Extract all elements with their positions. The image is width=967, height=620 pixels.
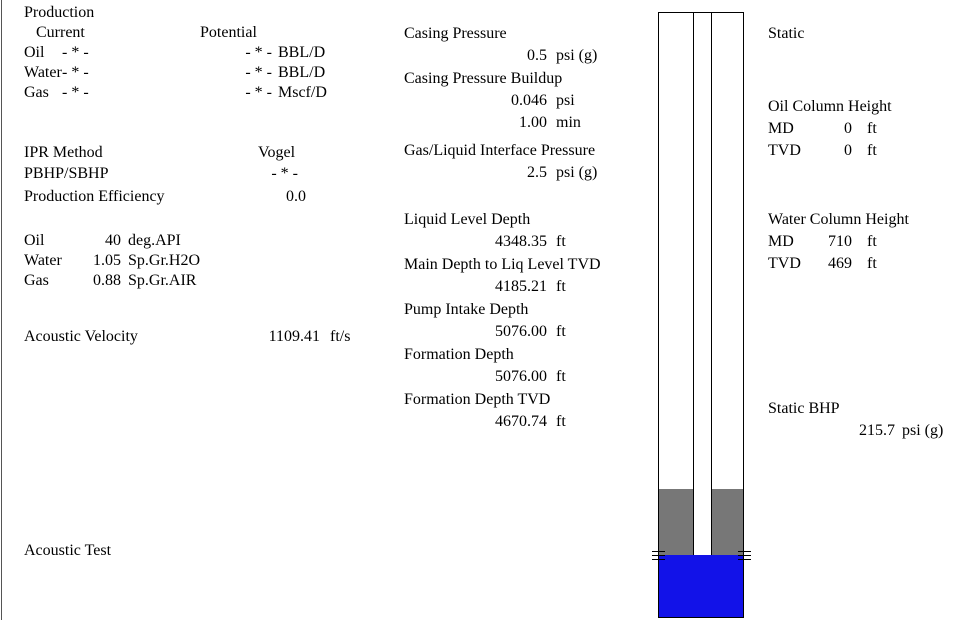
- unit: ft: [867, 233, 877, 250]
- field-label: PBHP/SBHP: [24, 165, 109, 182]
- unit: ft: [867, 120, 877, 137]
- field-value: 0.5: [527, 47, 547, 64]
- unit: ft/s: [330, 328, 350, 345]
- field-value: 0.046: [511, 92, 547, 109]
- field-label: Production Efficiency: [24, 188, 165, 205]
- unit: min: [556, 114, 581, 131]
- field-label: Formation Depth TVD: [404, 391, 550, 408]
- row-label: TVD: [768, 255, 801, 272]
- field-label: Main Depth to Liq Level TVD: [404, 256, 601, 273]
- field-value: 215.7: [859, 422, 895, 439]
- row-label: MD: [768, 233, 794, 250]
- unit: ft: [556, 233, 566, 250]
- row-label: Gas: [24, 84, 49, 101]
- wellbore: [652, 12, 751, 618]
- field-value: 1.00: [519, 114, 547, 131]
- unit: BBL/D: [278, 44, 325, 61]
- field-label: Formation Depth: [404, 346, 514, 363]
- field-value: - * -: [271, 165, 298, 182]
- column-header: Potential: [200, 24, 257, 41]
- unit: deg.API: [128, 232, 181, 249]
- unit: psi (g): [556, 164, 597, 181]
- row-label: Oil: [24, 44, 45, 61]
- field-label: Oil Column Height: [768, 98, 892, 115]
- field-label: Gas/Liquid Interface Pressure: [404, 142, 595, 159]
- row-label: TVD: [768, 142, 801, 159]
- column-header: Current: [36, 24, 85, 41]
- unit: Sp.Gr.H2O: [128, 252, 200, 269]
- field-value: 4670.74: [495, 413, 547, 430]
- unit: ft: [556, 413, 566, 430]
- field-value: 4185.21: [495, 278, 547, 295]
- fluid-label: Oil: [24, 232, 45, 249]
- row-label: Water: [24, 64, 62, 81]
- potential-value: - * -: [245, 84, 272, 101]
- water-column: [658, 555, 744, 617]
- field-value: 5076.00: [495, 368, 547, 385]
- section-title: Production: [24, 4, 94, 21]
- section-title: Static: [768, 25, 804, 42]
- unit: ft: [867, 255, 877, 272]
- field-label: Acoustic Velocity: [24, 328, 138, 345]
- unit: Mscf/D: [278, 84, 327, 101]
- field-label: Liquid Level Depth: [404, 211, 530, 228]
- field-value: 0: [844, 142, 852, 159]
- field-value: 469: [828, 255, 852, 272]
- unit: ft: [556, 278, 566, 295]
- fluid-value: 0.88: [93, 272, 121, 289]
- field-value: 5076.00: [495, 323, 547, 340]
- field-label: Static BHP: [768, 400, 840, 417]
- fluid-label: Gas: [24, 272, 49, 289]
- current-value: - * -: [62, 64, 89, 81]
- fluid-value: 40: [105, 232, 121, 249]
- field-value: 1109.41: [269, 328, 320, 345]
- current-value: - * -: [62, 44, 89, 61]
- field-label: Casing Pressure: [404, 25, 507, 42]
- field-label: Casing Pressure Buildup: [404, 70, 562, 87]
- unit: psi (g): [902, 422, 943, 439]
- row-label: MD: [768, 120, 794, 137]
- field-label: Pump Intake Depth: [404, 301, 528, 318]
- annulus-fluid: [658, 489, 693, 555]
- unit: ft: [556, 323, 566, 340]
- unit: ft: [867, 142, 877, 159]
- field-value: Vogel: [258, 144, 296, 161]
- field-value: 710: [828, 233, 852, 250]
- field-label: IPR Method: [24, 144, 103, 161]
- fluid-label: Water: [24, 252, 62, 269]
- annulus-fluid: [711, 489, 744, 555]
- field-value: 2.5: [527, 164, 547, 181]
- fluid-value: 1.05: [93, 252, 121, 269]
- unit: psi: [556, 92, 575, 109]
- unit: ft: [556, 368, 566, 385]
- unit: Sp.Gr.AIR: [128, 272, 197, 289]
- field-value: 0: [844, 120, 852, 137]
- unit: psi (g): [556, 47, 597, 64]
- potential-value: - * -: [245, 44, 272, 61]
- test-label: Acoustic Test: [24, 542, 112, 559]
- casing: [658, 12, 744, 618]
- depth-marks: [652, 551, 751, 560]
- field-value: 4348.35: [495, 233, 547, 250]
- unit: BBL/D: [278, 64, 325, 81]
- current-value: - * -: [62, 84, 89, 101]
- field-value: 0.0: [286, 188, 306, 205]
- field-label: Water Column Height: [768, 211, 909, 228]
- potential-value: - * -: [245, 64, 272, 81]
